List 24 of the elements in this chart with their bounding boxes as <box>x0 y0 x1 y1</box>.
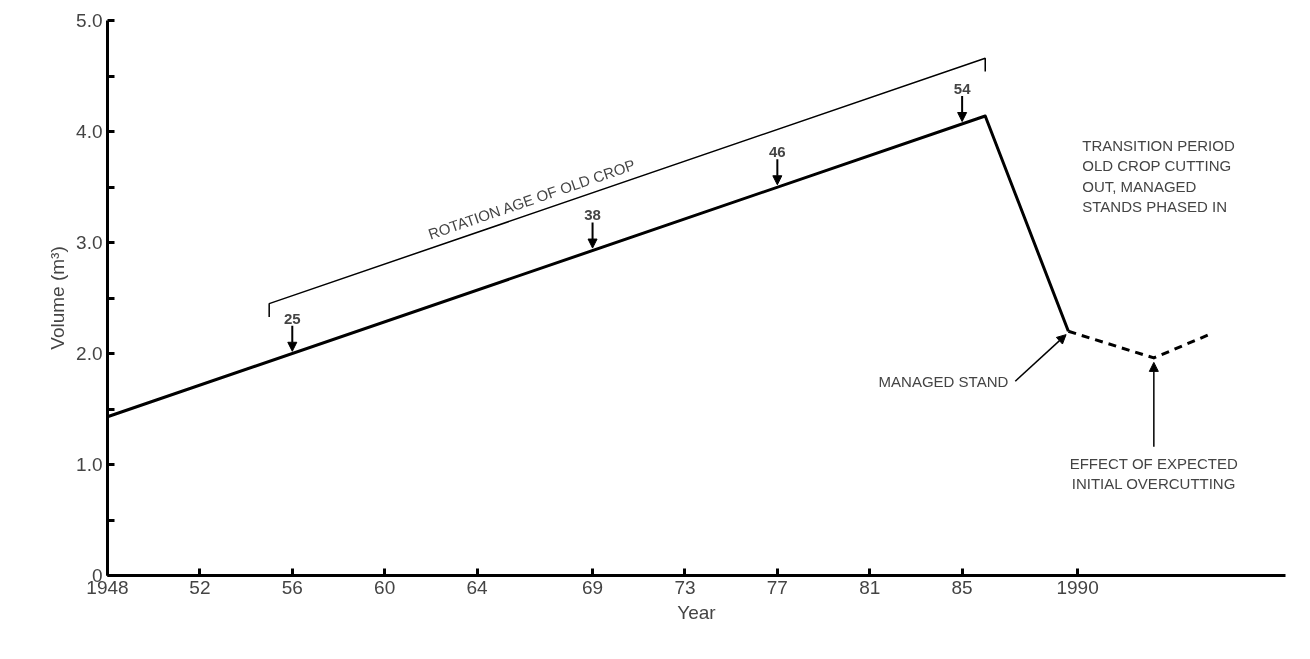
y-tick-label: 5.0 <box>76 10 103 31</box>
x-tick-label: 52 <box>189 576 211 598</box>
annotation: TRANSITION PERIOD OLD CROP CUTTING OUT, MANAGED STANDS PHASED IN <box>1082 137 1235 216</box>
x-tick-label: 81 <box>859 576 881 598</box>
x-tick-label: 56 <box>281 576 303 598</box>
y-axis-title: Volume (m³) <box>47 246 69 350</box>
annotation: 46 <box>769 143 786 161</box>
annotation: 38 <box>584 206 601 224</box>
x-tick-label: 64 <box>466 576 489 598</box>
x-tick-label: 77 <box>766 576 788 598</box>
y-tick-label: 4.0 <box>76 121 103 142</box>
x-tick-label: 60 <box>374 576 396 598</box>
y-tick-label: 1.0 <box>76 454 103 475</box>
y-tick-label: 3.0 <box>76 232 103 253</box>
y-tick-label: 2.0 <box>76 343 103 364</box>
x-tick-label: 1990 <box>1056 576 1099 598</box>
annotation: 25 <box>283 309 301 327</box>
x-axis-title: Year <box>677 601 717 623</box>
x-tick-label: 73 <box>674 576 696 598</box>
annotation: 54 <box>953 79 972 97</box>
annotation: MANAGED STAND <box>878 372 1009 390</box>
x-tick-label: 85 <box>951 576 973 598</box>
x-tick-label: 69 <box>581 576 604 598</box>
annotation: EFFECT OF EXPECTED INITIAL OVERCUTTING <box>1069 454 1238 492</box>
